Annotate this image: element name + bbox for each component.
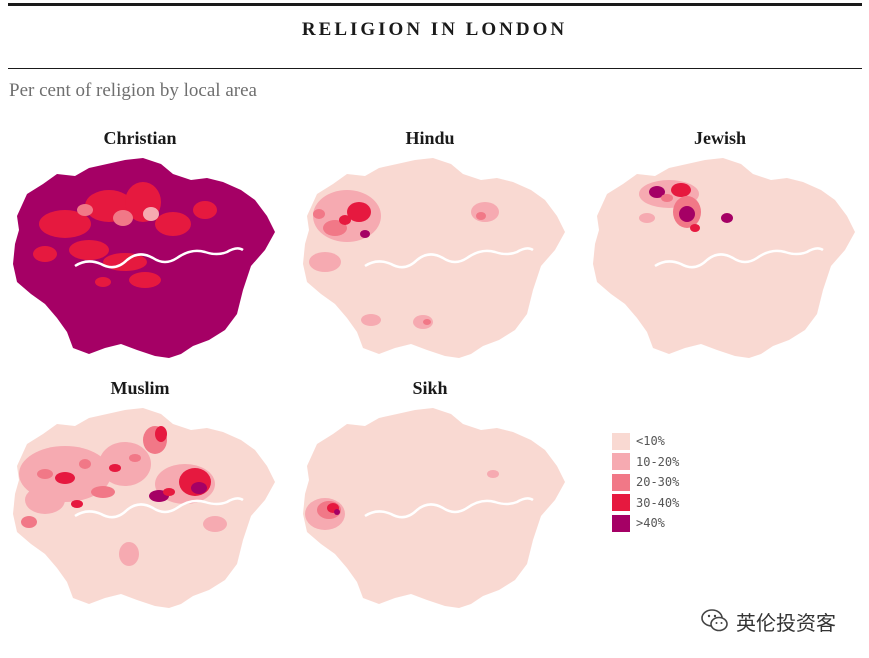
hindu-patches (309, 190, 499, 329)
map-jewish (593, 158, 855, 358)
map-panel-muslim: Muslim (5, 378, 275, 618)
jewish-patches (639, 180, 733, 232)
legend-label: <10% (636, 434, 665, 449)
thames-river (364, 497, 534, 519)
legend-swatch (612, 473, 630, 491)
london-outline (303, 408, 565, 608)
london-outline (593, 158, 855, 358)
map-panel-christian: Christian (5, 128, 275, 368)
map-panel-jewish: Jewish (585, 128, 855, 368)
watermark: 英伦投资客 (700, 606, 836, 636)
legend-label: 30-40% (636, 495, 680, 510)
panel-title-sikh: Sikh (412, 378, 448, 398)
muslim-patches (19, 426, 227, 566)
thames-river (74, 497, 244, 519)
legend-label: >40% (636, 516, 665, 531)
map-panel-hindu: Hindu (295, 128, 565, 368)
legend-label: 10-20% (636, 454, 680, 469)
panel-title-christian: Christian (103, 128, 177, 148)
legend-item: >40% (612, 513, 679, 534)
legend-swatch (612, 514, 630, 532)
watermark-text: 英伦投资客 (736, 610, 836, 635)
christian-mid-patches (33, 182, 217, 288)
map-panel-sikh: Sikh (295, 378, 565, 618)
legend-item: 30-40% (612, 493, 679, 514)
legend-label: 20-30% (636, 475, 680, 490)
subtitle: Per cent of religion by local area (9, 80, 257, 101)
top-rule (8, 3, 862, 6)
map-hindu (303, 158, 565, 358)
thames-river (74, 247, 244, 269)
map-muslim (13, 408, 275, 608)
page-title: RELIGION IN LONDON (301, 19, 568, 40)
legend-swatch (612, 432, 630, 450)
map-christian (13, 158, 275, 358)
legend-item: 10-20% (612, 452, 679, 473)
thames-river (654, 247, 824, 269)
title-divider (8, 68, 862, 69)
legend-item: <10% (612, 431, 679, 452)
thames-river (364, 247, 534, 269)
london-outline (303, 158, 565, 358)
legend-swatch (612, 494, 630, 512)
sikh-patches (305, 470, 499, 530)
panel-title-muslim: Muslim (110, 378, 170, 398)
legend: <10% 10-20% 20-30% 30-40% >40% (612, 431, 679, 534)
panel-title-jewish: Jewish (693, 128, 746, 148)
wechat-icon (701, 609, 728, 632)
legend-swatch (612, 453, 630, 471)
map-sikh (303, 408, 565, 608)
legend-item: 20-30% (612, 472, 679, 493)
panel-title-hindu: Hindu (405, 128, 455, 148)
